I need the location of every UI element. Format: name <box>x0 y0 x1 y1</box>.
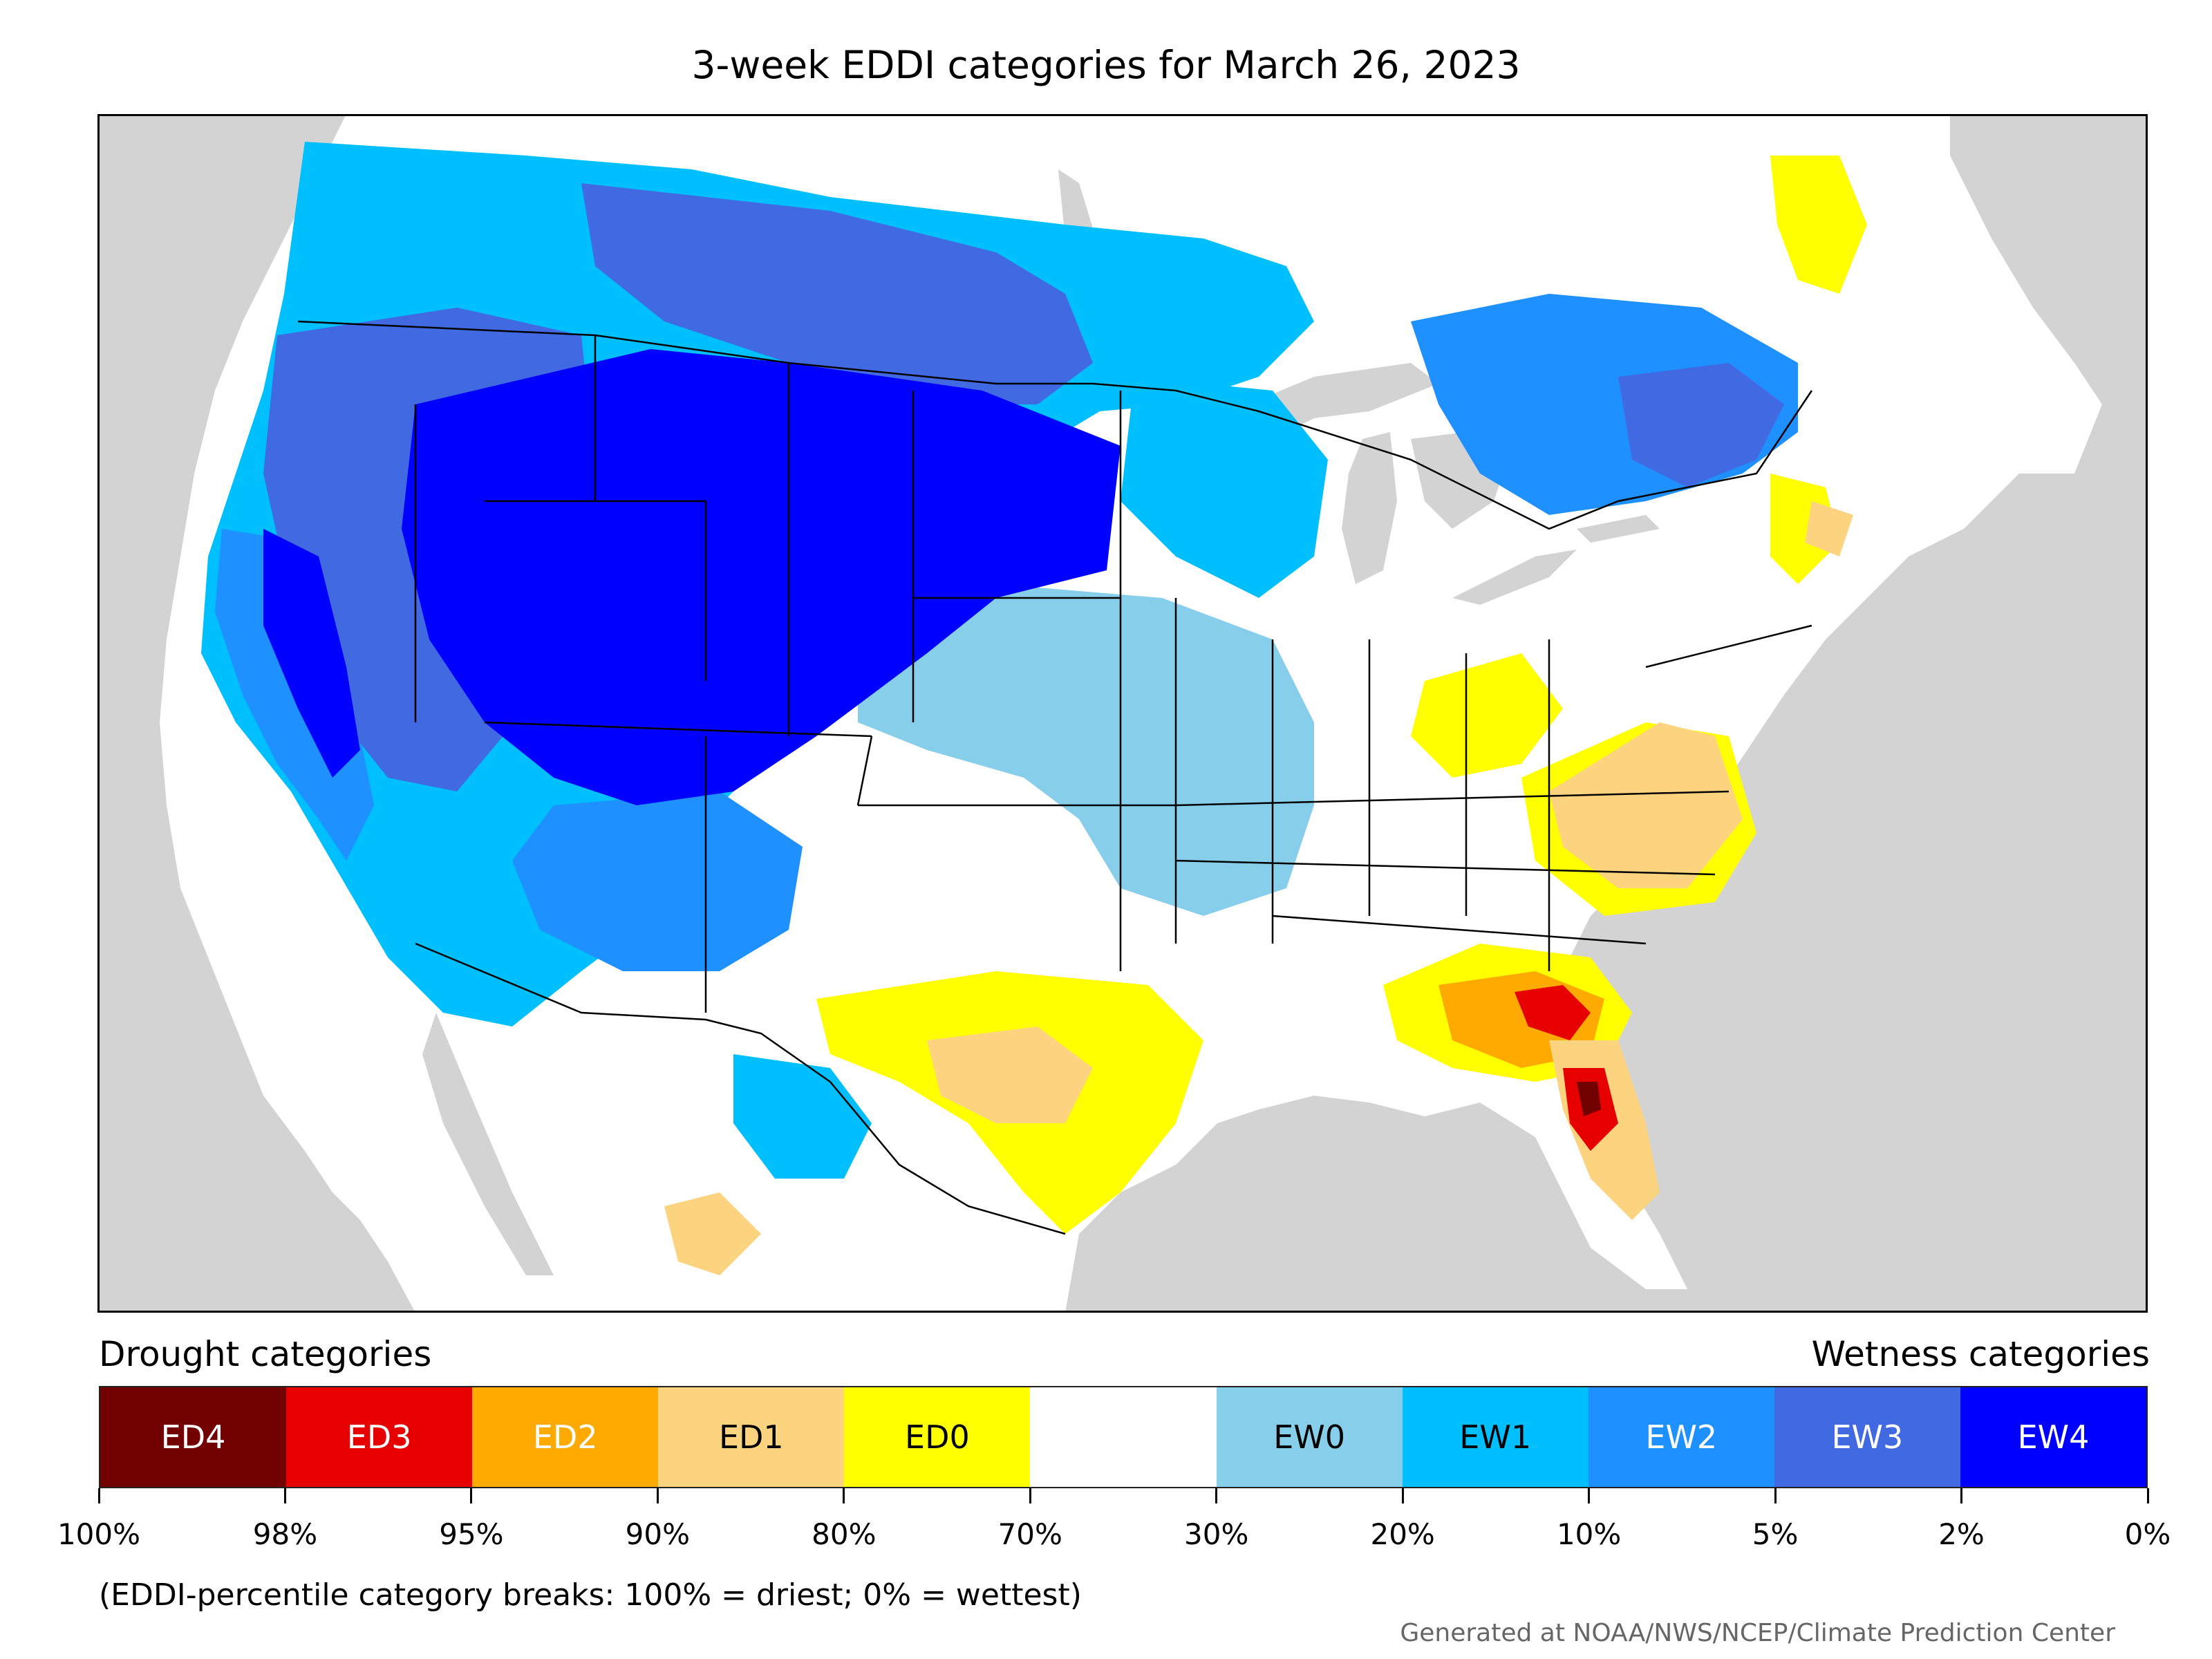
region-ew3-new-england <box>1618 363 1784 487</box>
map-frame <box>97 114 2148 1313</box>
colorbar-break-label: 5% <box>1752 1517 1799 1551</box>
lake-erie <box>1452 550 1577 605</box>
colorbar-break-label: 70% <box>997 1517 1062 1551</box>
colorbar-break-label: 0% <box>2124 1517 2171 1551</box>
colorbar-tick <box>283 1488 286 1503</box>
region-ed0-ohio <box>1411 653 1563 778</box>
legend-swatch-ew2: EW2 <box>1588 1387 1774 1487</box>
colorbar-tick <box>656 1488 659 1503</box>
legend-swatch-ed0: ED0 <box>844 1387 1031 1487</box>
colorbar-break-label: 30% <box>1184 1517 1249 1551</box>
legend-swatch-ed2: ED2 <box>472 1387 659 1487</box>
wet-regions <box>201 142 1798 1179</box>
map-title: 3-week EDDI categories for March 26, 202… <box>691 43 1521 87</box>
region-ed1-sonora <box>664 1192 761 1275</box>
category-break-note: (EDDI-percentile category breaks: 100% =… <box>99 1577 1082 1613</box>
region-ed3-georgia <box>1515 985 1591 1040</box>
legend-swatch-ew4: EW4 <box>1960 1387 2147 1487</box>
colorbar-tick <box>1960 1488 1963 1503</box>
legend-swatch-ew0: EW0 <box>1216 1387 1403 1487</box>
colorbar-break-label: 95% <box>439 1517 504 1551</box>
legend-swatch-ed4: ED4 <box>100 1387 287 1487</box>
region-ed0-new-england <box>1770 474 1839 584</box>
credit-line: Generated at NOAA/NWS/NCEP/Climate Predi… <box>1400 1619 2115 1647</box>
legend-swatch-ed3: ED3 <box>286 1387 473 1487</box>
colorbar-tick <box>97 1488 100 1503</box>
dry-regions <box>664 156 1867 1275</box>
drought-categories-label: Drought categories <box>99 1334 432 1374</box>
colorbar-tick <box>1401 1488 1404 1503</box>
region-ed1-new-england <box>1805 501 1853 556</box>
colorbar-tick <box>843 1488 845 1503</box>
colorbar-tick <box>470 1488 473 1503</box>
region-ew1-texas <box>733 1054 872 1179</box>
colorbar-ticks <box>97 1488 2149 1509</box>
us-canada-border <box>297 320 1813 530</box>
state-lines-east <box>1119 391 1812 971</box>
region-ed0-maine-canada <box>1770 156 1867 294</box>
colorbar-tick <box>1029 1488 1031 1503</box>
us-mexico-border <box>415 942 1066 1235</box>
colorbar-tick <box>1215 1488 1218 1503</box>
colorbar-break-label: 80% <box>812 1517 877 1551</box>
colorbar-break-label: 10% <box>1556 1517 1622 1551</box>
legend-swatch-ew3: EW3 <box>1774 1387 1960 1487</box>
colorbar-break-label: 90% <box>625 1517 691 1551</box>
category-colorbar: ED4 ED3 ED2 ED1 ED0 EW0 EW1 EW2 EW3 EW4 <box>99 1386 2148 1488</box>
colorbar-tick <box>1774 1488 1777 1503</box>
legend-swatch-ew1: EW1 <box>1402 1387 1588 1487</box>
colorbar-break-label: 20% <box>1370 1517 1435 1551</box>
colorbar-tick <box>1588 1488 1591 1503</box>
region-ew1-midwest <box>1121 377 1328 598</box>
colorbar-break-label: 2% <box>1938 1517 1985 1551</box>
colorbar-tick <box>2146 1488 2149 1503</box>
state-lines-west <box>414 335 1176 1013</box>
lake-michigan <box>1342 432 1397 584</box>
region-ed1-virginia <box>1549 722 1743 888</box>
lake-ontario <box>1577 515 1660 543</box>
region-ew4-northwest <box>402 349 1121 805</box>
region-ew2-southwest <box>512 791 803 971</box>
eddi-map <box>97 114 2148 1313</box>
legend-swatch-ed1: ED1 <box>658 1387 845 1487</box>
legend-swatch-normal <box>1030 1387 1217 1487</box>
colorbar-break-label: 100% <box>57 1517 141 1551</box>
region-ed1-texas <box>927 1027 1093 1123</box>
colorbar-break-label: 98% <box>252 1517 318 1551</box>
region-ew0-plains <box>858 584 1314 916</box>
gulf-of-california <box>422 1013 554 1275</box>
region-ew4-coast <box>263 529 360 778</box>
region-ew3-canada <box>581 183 1093 404</box>
wetness-categories-label: Wetness categories <box>1811 1334 2150 1374</box>
boundaries <box>297 320 1813 1235</box>
region-ed4-florida <box>1577 1082 1601 1116</box>
